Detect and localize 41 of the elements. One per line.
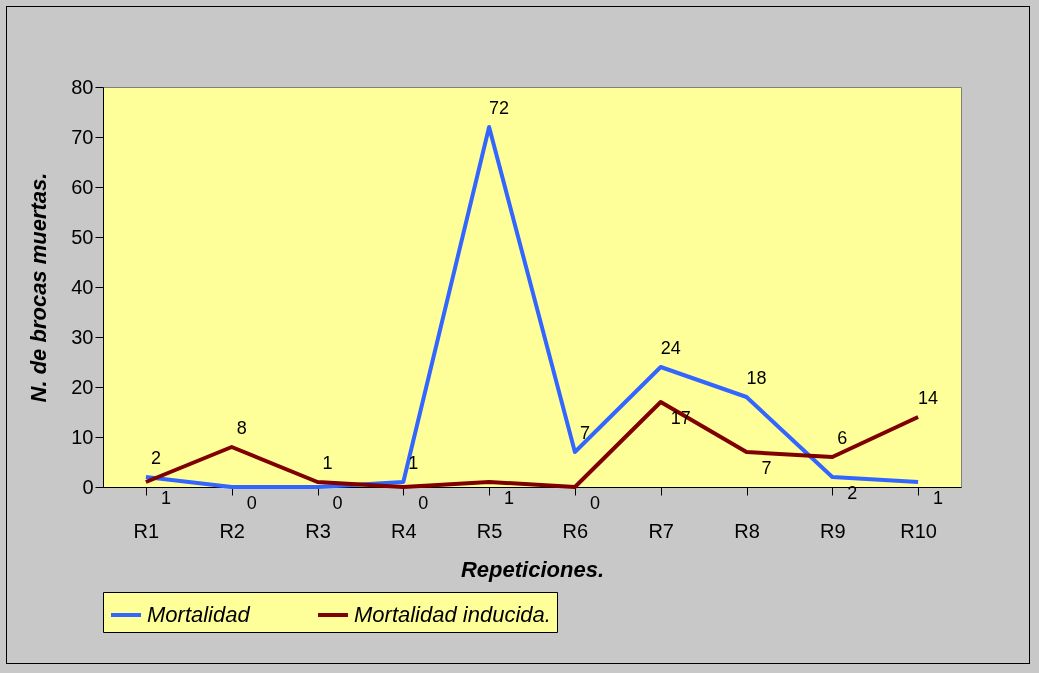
x-tick-label: R1: [133, 519, 160, 542]
data-label: 18: [746, 368, 767, 388]
data-label: 72: [489, 98, 510, 118]
y-tick-label: 30: [71, 325, 94, 348]
y-tick-label: 60: [71, 175, 94, 198]
x-tick-label: R2: [219, 519, 245, 542]
y-tick-label: 10: [71, 425, 94, 448]
data-label: 0: [418, 493, 429, 513]
x-axis-title: Repeticiones.: [460, 556, 605, 582]
y-tick-label: 70: [71, 125, 94, 148]
data-label: 1: [160, 488, 171, 508]
data-label: 1: [504, 488, 515, 508]
data-label: 1: [322, 453, 333, 473]
y-tick-label: 20: [71, 375, 94, 398]
data-label: 7: [761, 458, 772, 478]
data-label: 0: [246, 493, 257, 513]
data-label: 0: [332, 493, 343, 513]
x-tick-label: R3: [305, 519, 331, 542]
x-tick-label: R10: [900, 519, 937, 542]
legend-label: Mortalidad inducida.: [354, 602, 551, 627]
data-label: 24: [660, 338, 681, 358]
data-label: 6: [837, 428, 848, 448]
data-label: 0: [589, 493, 600, 513]
y-axis-title: N. de brocas muertas.: [26, 172, 52, 403]
x-tick-label: R9: [820, 519, 846, 542]
x-tick-label: R6: [562, 519, 589, 542]
data-label: 2: [150, 448, 161, 468]
legend-label: Mortalidad: [147, 602, 251, 627]
x-tick-label: R8: [734, 519, 760, 542]
y-tick-label: 50: [71, 225, 94, 248]
data-label: 14: [918, 388, 939, 408]
data-label: 7: [579, 423, 590, 443]
y-tick-label: 80: [71, 75, 94, 98]
x-tick-label: R7: [648, 519, 674, 542]
data-label: 1: [408, 453, 419, 473]
data-label: 1: [933, 488, 944, 508]
x-tick-label: R4: [391, 519, 417, 542]
y-tick-label: 0: [82, 475, 94, 498]
x-tick-label: R5: [476, 519, 503, 542]
y-tick-label: 40: [71, 275, 94, 298]
data-label: 8: [236, 418, 247, 438]
